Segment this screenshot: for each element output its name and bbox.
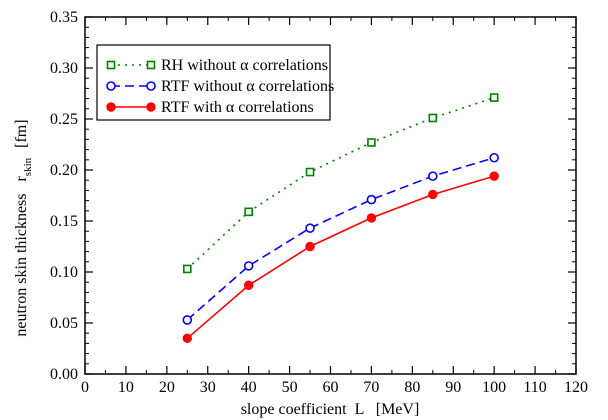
x-tick-label: 20: [159, 379, 175, 396]
legend-marker-start: [106, 60, 116, 70]
data-point: [244, 207, 253, 217]
legend-marker-start: [106, 102, 116, 112]
data-point: [428, 189, 438, 200]
axes-layer: 0 10 20 30 40 50 60 70 80 90 100 110 120 0.00 0.05 0.10…: [50, 9, 588, 396]
x-tick-label: 60: [323, 379, 339, 396]
y-axis-title-sub: skin: [22, 157, 34, 176]
data-point: [182, 264, 192, 274]
data-point: [182, 315, 193, 325]
legend-label: RH without α correlations: [161, 57, 328, 74]
x-tick-label: 90: [445, 379, 461, 396]
legend: RH without α correlations RTF without α c…: [96, 44, 334, 121]
y-tick-label: 0.05: [50, 315, 78, 332]
x-tick-label: 70: [363, 379, 379, 396]
x-tick-label: 30: [200, 379, 216, 396]
x-tick-label: 50: [282, 379, 298, 396]
series-1: [182, 93, 499, 274]
x-tick-label: 80: [404, 379, 420, 396]
y-tick-label: 0.15: [50, 213, 78, 230]
series-layer: [182, 93, 499, 343]
data-point: [305, 167, 315, 177]
x-tick-label: 110: [523, 379, 546, 396]
legend-marker-end: [146, 60, 156, 70]
y-tick-label: 0.20: [50, 162, 78, 179]
y-axis-title: neutron skin thickness rskin [fm]: [13, 119, 34, 336]
legend-marker-end: [146, 81, 156, 91]
series-3: [182, 171, 499, 343]
legend-entry-3: RTF with α correlations: [106, 99, 314, 116]
y-tick-label: 0.10: [50, 264, 78, 281]
data-point: [489, 152, 499, 163]
data-point: [243, 280, 254, 290]
y-tick-label: 0.25: [50, 111, 78, 128]
legend-label: RTF without α correlations: [161, 78, 334, 95]
data-point: [305, 223, 315, 233]
data-point: [489, 93, 499, 102]
data-point: [427, 171, 438, 181]
data-point: [182, 333, 192, 343]
data-point: [367, 138, 376, 147]
x-tick-label: 40: [241, 379, 257, 396]
legend-marker-start: [106, 81, 116, 91]
y-tick-label: 0.30: [50, 60, 78, 77]
y-tick-label: 0.35: [50, 9, 78, 26]
data-point: [366, 194, 377, 205]
x-tick-label: 120: [564, 379, 588, 396]
data-point: [489, 171, 499, 181]
data-point: [305, 241, 315, 252]
legend-entry-1: RH without α correlations: [106, 57, 328, 74]
y-tick-label: 0.00: [50, 366, 78, 383]
series-line: [186, 157, 495, 321]
x-tick-label: 10: [118, 379, 134, 396]
data-point: [428, 113, 438, 123]
legend-marker-end: [146, 102, 156, 112]
y-axis-title-main: neutron skin thickness r: [13, 176, 30, 337]
x-tick-label: 100: [482, 379, 506, 396]
data-point: [366, 213, 377, 223]
data-point: [243, 261, 254, 271]
legend-entry-2: RTF without α correlations: [106, 78, 334, 95]
x-axis-title: slope coefficient L [MeV]: [241, 401, 420, 418]
legend-label: RTF with α correlations: [161, 99, 314, 116]
series-line: [186, 175, 495, 339]
series-2: [182, 152, 499, 325]
axis-labels: slope coefficient L [MeV] neutron skin t…: [13, 119, 419, 418]
series-line: [186, 96, 495, 270]
x-tick-label: 0: [81, 379, 89, 396]
y-axis-title-unit: [fm]: [13, 119, 30, 147]
